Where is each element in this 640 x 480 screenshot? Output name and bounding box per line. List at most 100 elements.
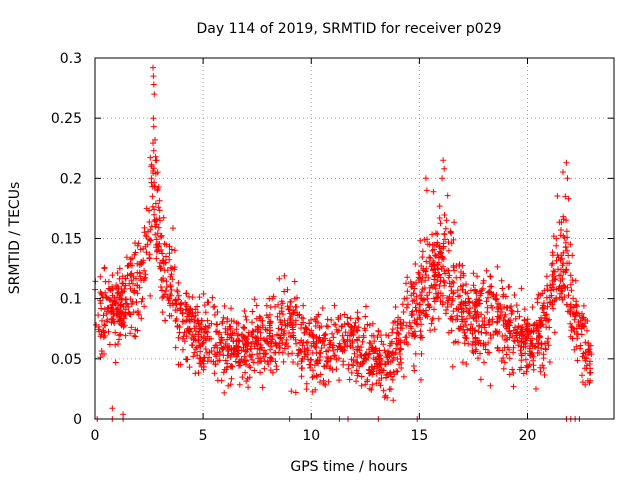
data-point [563,228,570,235]
data-point [168,287,175,293]
data-point [253,302,260,309]
data-point [132,326,139,333]
data-point [299,365,306,371]
data-point [405,301,411,308]
data-point [213,353,220,360]
data-point [369,320,376,327]
data-point [436,203,443,210]
data-point [99,294,106,301]
data-point [335,316,342,323]
data-point [579,372,585,379]
data-point [366,385,373,392]
data-point [435,315,442,322]
data-point [169,265,176,272]
data-point [418,309,425,316]
data-point [402,334,409,341]
data-point [331,353,338,360]
data-point [102,322,109,329]
data-point [544,303,551,310]
data-point [216,357,223,364]
data-point [567,303,574,310]
data-point [281,317,288,324]
data-point [236,381,243,388]
data-point [530,322,537,329]
data-point [476,323,483,330]
data-point [122,332,129,339]
data-point [310,367,316,374]
data-point [281,288,288,295]
data-point [133,299,140,306]
data-point [259,384,266,391]
data-point [142,232,149,239]
data-point [543,273,550,280]
data-point [511,292,518,298]
data-point [538,340,545,347]
data-point [95,312,102,319]
data-point [146,207,153,214]
data-point [315,311,322,318]
data-point [298,321,305,328]
data-point [587,377,594,384]
data-point [530,328,537,335]
data-point [509,366,516,373]
data-point [261,365,268,372]
data-point [105,328,112,335]
data-point [400,319,407,326]
data-point [553,296,560,303]
data-point [251,296,258,303]
data-point [535,344,541,351]
data-point [154,247,161,254]
data-point [472,286,478,293]
data-point [355,316,362,322]
data-point [523,335,530,342]
data-point [337,312,344,319]
data-point [152,231,159,238]
data-point [174,322,181,329]
data-point [216,349,223,356]
data-point [530,362,537,369]
data-point [465,295,472,302]
data-point [319,338,326,345]
data-point [310,332,317,339]
data-point [224,316,231,322]
data-point [440,157,447,164]
data-point [346,376,353,383]
data-point [388,373,395,380]
data-point [373,360,380,367]
data-point [163,288,169,295]
data-point [451,219,458,226]
data-point [446,295,453,302]
data-point [138,259,145,266]
data-point [564,247,570,254]
data-point [186,364,193,371]
x-tick-label: 10 [302,428,320,444]
data-point [306,331,313,338]
data-point [571,304,577,311]
data-point [477,376,484,383]
data-point [278,305,285,311]
data-point [152,200,159,207]
y-tick-label: 0.15 [51,232,82,248]
data-point [160,214,167,221]
data-point [494,263,501,270]
data-point [450,279,457,286]
data-point [116,275,123,282]
data-point [469,330,476,337]
data-point [458,269,464,275]
data-point [271,349,278,356]
data-point [449,316,456,323]
data-point [571,316,578,323]
data-point [498,358,505,364]
data-point [393,368,400,374]
data-point [561,234,568,241]
data-point [241,308,248,314]
data-point [574,303,580,310]
data-point [409,308,416,315]
data-point [134,282,141,289]
data-point [446,272,453,279]
data-point [201,302,208,309]
data-point [195,336,202,343]
data-point [358,373,365,380]
data-point [401,295,408,302]
data-point [455,305,461,312]
